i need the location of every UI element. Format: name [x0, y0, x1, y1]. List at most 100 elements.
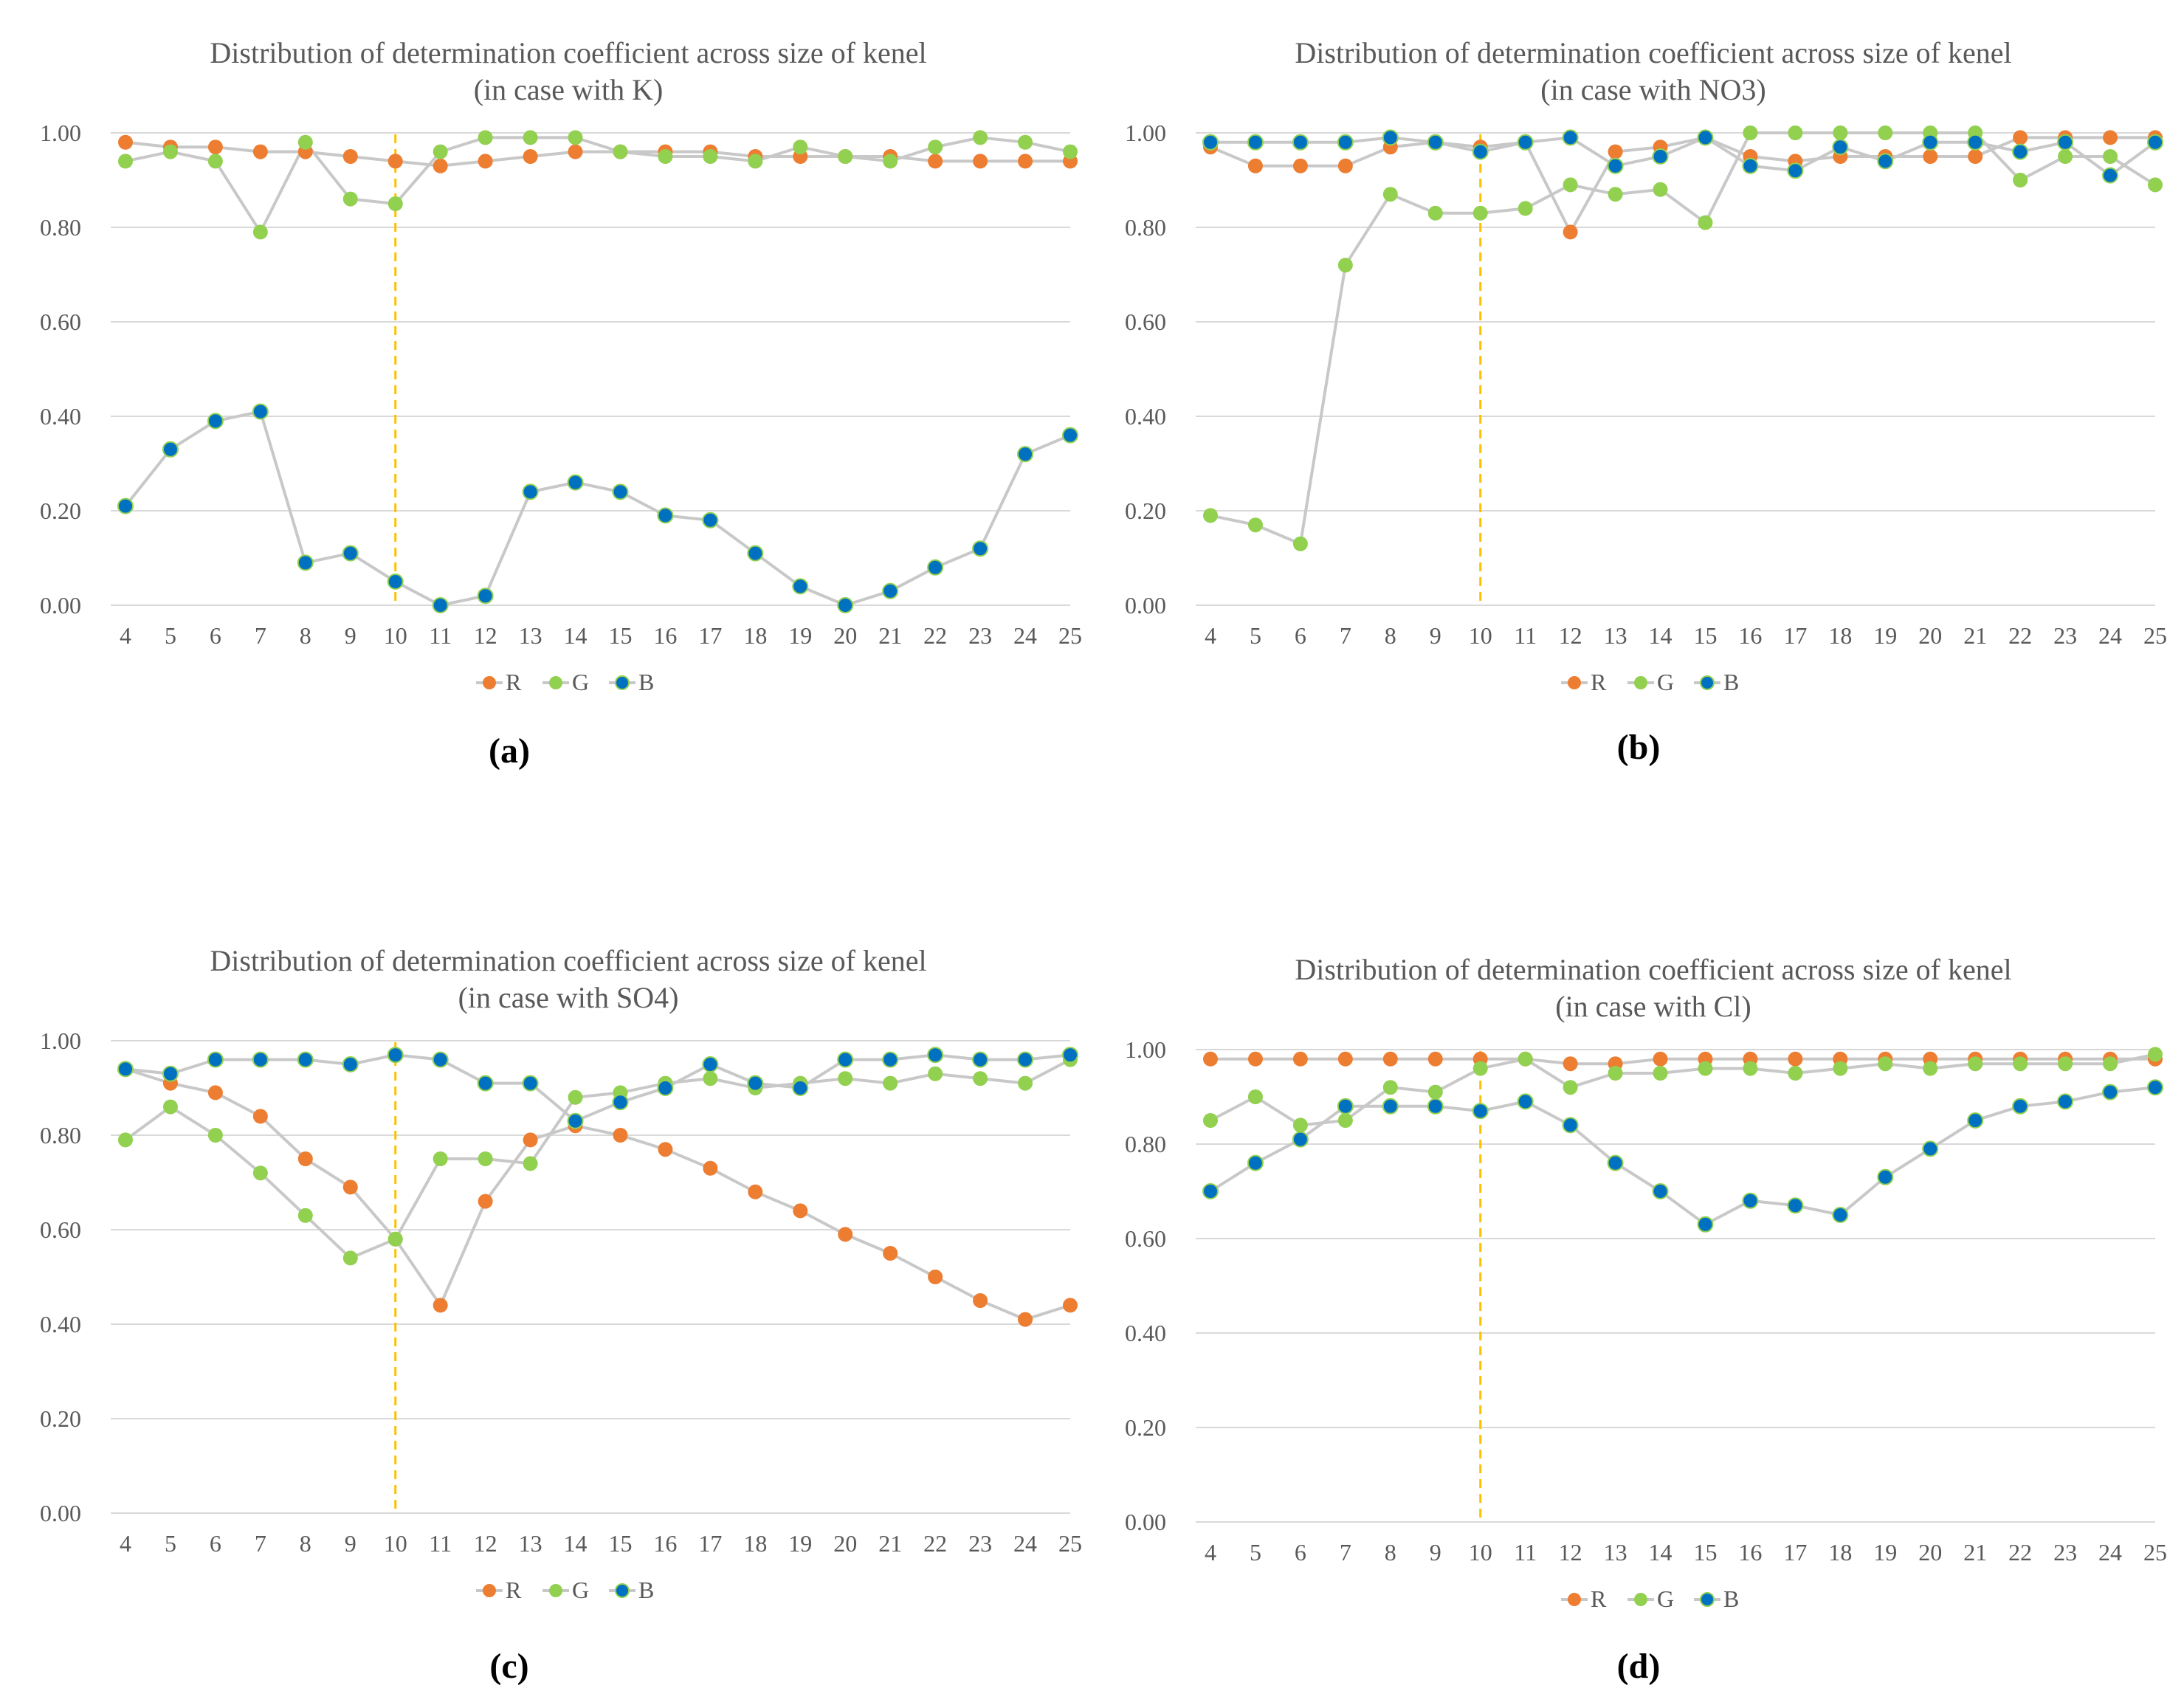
- x-tick-label: 7: [255, 622, 266, 649]
- data-point-B: [1877, 1168, 1894, 1185]
- data-point-G: [1608, 1066, 1623, 1081]
- data-point-B: [1292, 1131, 1309, 1148]
- data-point-B: [792, 578, 809, 595]
- x-tick-label: 4: [1205, 1539, 1216, 1566]
- data-point-B: [1562, 129, 1579, 146]
- chart-subtitle: (in case with K): [474, 73, 664, 106]
- data-point-B: [2102, 167, 2119, 184]
- data-point-B: [2012, 143, 2029, 160]
- data-point-B: [837, 1051, 854, 1068]
- data-point-G: [523, 130, 538, 145]
- data-point-R: [568, 144, 583, 159]
- legend-label-G: G: [1657, 1585, 1674, 1612]
- data-point-R: [478, 154, 493, 169]
- data-point-G: [838, 1071, 853, 1086]
- data-point-B: [1017, 1051, 1034, 1068]
- panel-label-c: (c): [489, 1647, 529, 1686]
- y-tick-label: 0.00: [40, 592, 81, 619]
- data-point-R: [1247, 158, 1263, 173]
- x-tick-label: 13: [1604, 622, 1627, 649]
- series-line-B: [124, 410, 1071, 607]
- data-point-G: [1382, 187, 1398, 202]
- data-point-B: [2147, 134, 2163, 151]
- x-tick-label: 8: [300, 1530, 311, 1557]
- x-tick-label: 12: [474, 622, 497, 649]
- series-line-B: [125, 1053, 1071, 1123]
- series-line-G: [1210, 131, 2157, 546]
- data-point-G: [297, 134, 313, 150]
- data-point-R: [433, 1298, 448, 1313]
- legend-marker-B: [615, 1583, 630, 1598]
- data-point-R: [2103, 130, 2118, 145]
- x-tick-label: 16: [653, 622, 677, 649]
- data-point-G: [793, 140, 808, 155]
- x-tick-label: 7: [1340, 1539, 1351, 1566]
- x-tick-label: 22: [923, 622, 947, 649]
- data-point-B: [207, 1051, 224, 1068]
- data-point-B: [477, 588, 494, 605]
- data-point-R: [207, 140, 223, 155]
- x-tick-label: 15: [608, 1530, 632, 1557]
- x-tick-label: 7: [1340, 622, 1351, 649]
- series-line-G: [124, 1058, 1071, 1260]
- data-point-B: [432, 1051, 449, 1068]
- data-point-R: [1063, 1298, 1078, 1313]
- x-tick-label: 6: [210, 622, 221, 649]
- x-tick-label: 13: [519, 1530, 542, 1557]
- data-point-B: [1517, 134, 1534, 151]
- x-tick-label: 23: [2053, 1539, 2077, 1566]
- chart-title: Distribution of determination coefficien…: [1295, 953, 2011, 986]
- data-point-B: [387, 574, 404, 590]
- legend-marker-G: [549, 1584, 562, 1597]
- data-point-B: [2012, 1098, 2029, 1115]
- x-tick-label: 25: [2143, 1539, 2167, 1566]
- data-point-B: [1742, 157, 1759, 174]
- data-point-G: [2103, 149, 2118, 164]
- data-point-G: [1018, 1075, 1033, 1091]
- data-point-R: [1923, 149, 1938, 164]
- data-point-G: [478, 1151, 493, 1166]
- x-tick-label: 10: [384, 622, 407, 649]
- y-tick-label: 1.00: [40, 1027, 81, 1054]
- data-point-B: [522, 483, 539, 500]
- x-tick-label: 25: [1058, 622, 1082, 649]
- data-point-R: [207, 1085, 223, 1101]
- y-tick-label: 1.00: [1125, 120, 1166, 146]
- data-point-B: [2057, 134, 2074, 151]
- legend-label-B: B: [638, 669, 654, 695]
- legend-marker-B: [1700, 675, 1715, 690]
- y-tick-label: 0.40: [1125, 1320, 1166, 1346]
- data-point-G: [568, 1089, 583, 1105]
- data-point-G: [342, 1250, 358, 1266]
- chart-panel-c: Distribution of determination coefficien…: [40, 944, 1082, 1603]
- y-tick-label: 0.20: [40, 497, 81, 524]
- data-point-G: [2058, 149, 2073, 164]
- x-tick-label: 16: [653, 1530, 677, 1557]
- y-tick-label: 0.40: [40, 403, 81, 430]
- data-point-B: [972, 1051, 989, 1068]
- y-tick-label: 0.60: [40, 309, 81, 335]
- x-tick-label: 15: [608, 622, 632, 649]
- data-point-G: [1427, 205, 1443, 221]
- x-tick-label: 15: [1693, 1539, 1717, 1566]
- data-point-R: [703, 1160, 718, 1176]
- x-tick-label: 9: [345, 622, 356, 649]
- x-tick-label: 18: [743, 1530, 767, 1557]
- data-point-R: [973, 154, 988, 169]
- data-point-R: [1292, 158, 1308, 173]
- x-tick-label: 4: [120, 622, 131, 649]
- data-point-G: [1337, 258, 1353, 273]
- data-point-R: [928, 154, 943, 169]
- data-point-R: [342, 149, 358, 164]
- legend-label-G: G: [572, 1577, 589, 1603]
- y-tick-label: 0.40: [1125, 403, 1166, 430]
- data-point-G: [1608, 187, 1623, 202]
- x-tick-label: 8: [1385, 622, 1396, 649]
- data-point-G: [1203, 508, 1218, 523]
- x-tick-label: 25: [2143, 622, 2167, 649]
- data-point-G: [703, 149, 718, 164]
- legend-label-R: R: [1591, 1585, 1607, 1612]
- y-tick-label: 1.00: [40, 120, 81, 146]
- y-tick-label: 0.60: [1125, 309, 1166, 335]
- data-point-B: [1562, 1117, 1579, 1134]
